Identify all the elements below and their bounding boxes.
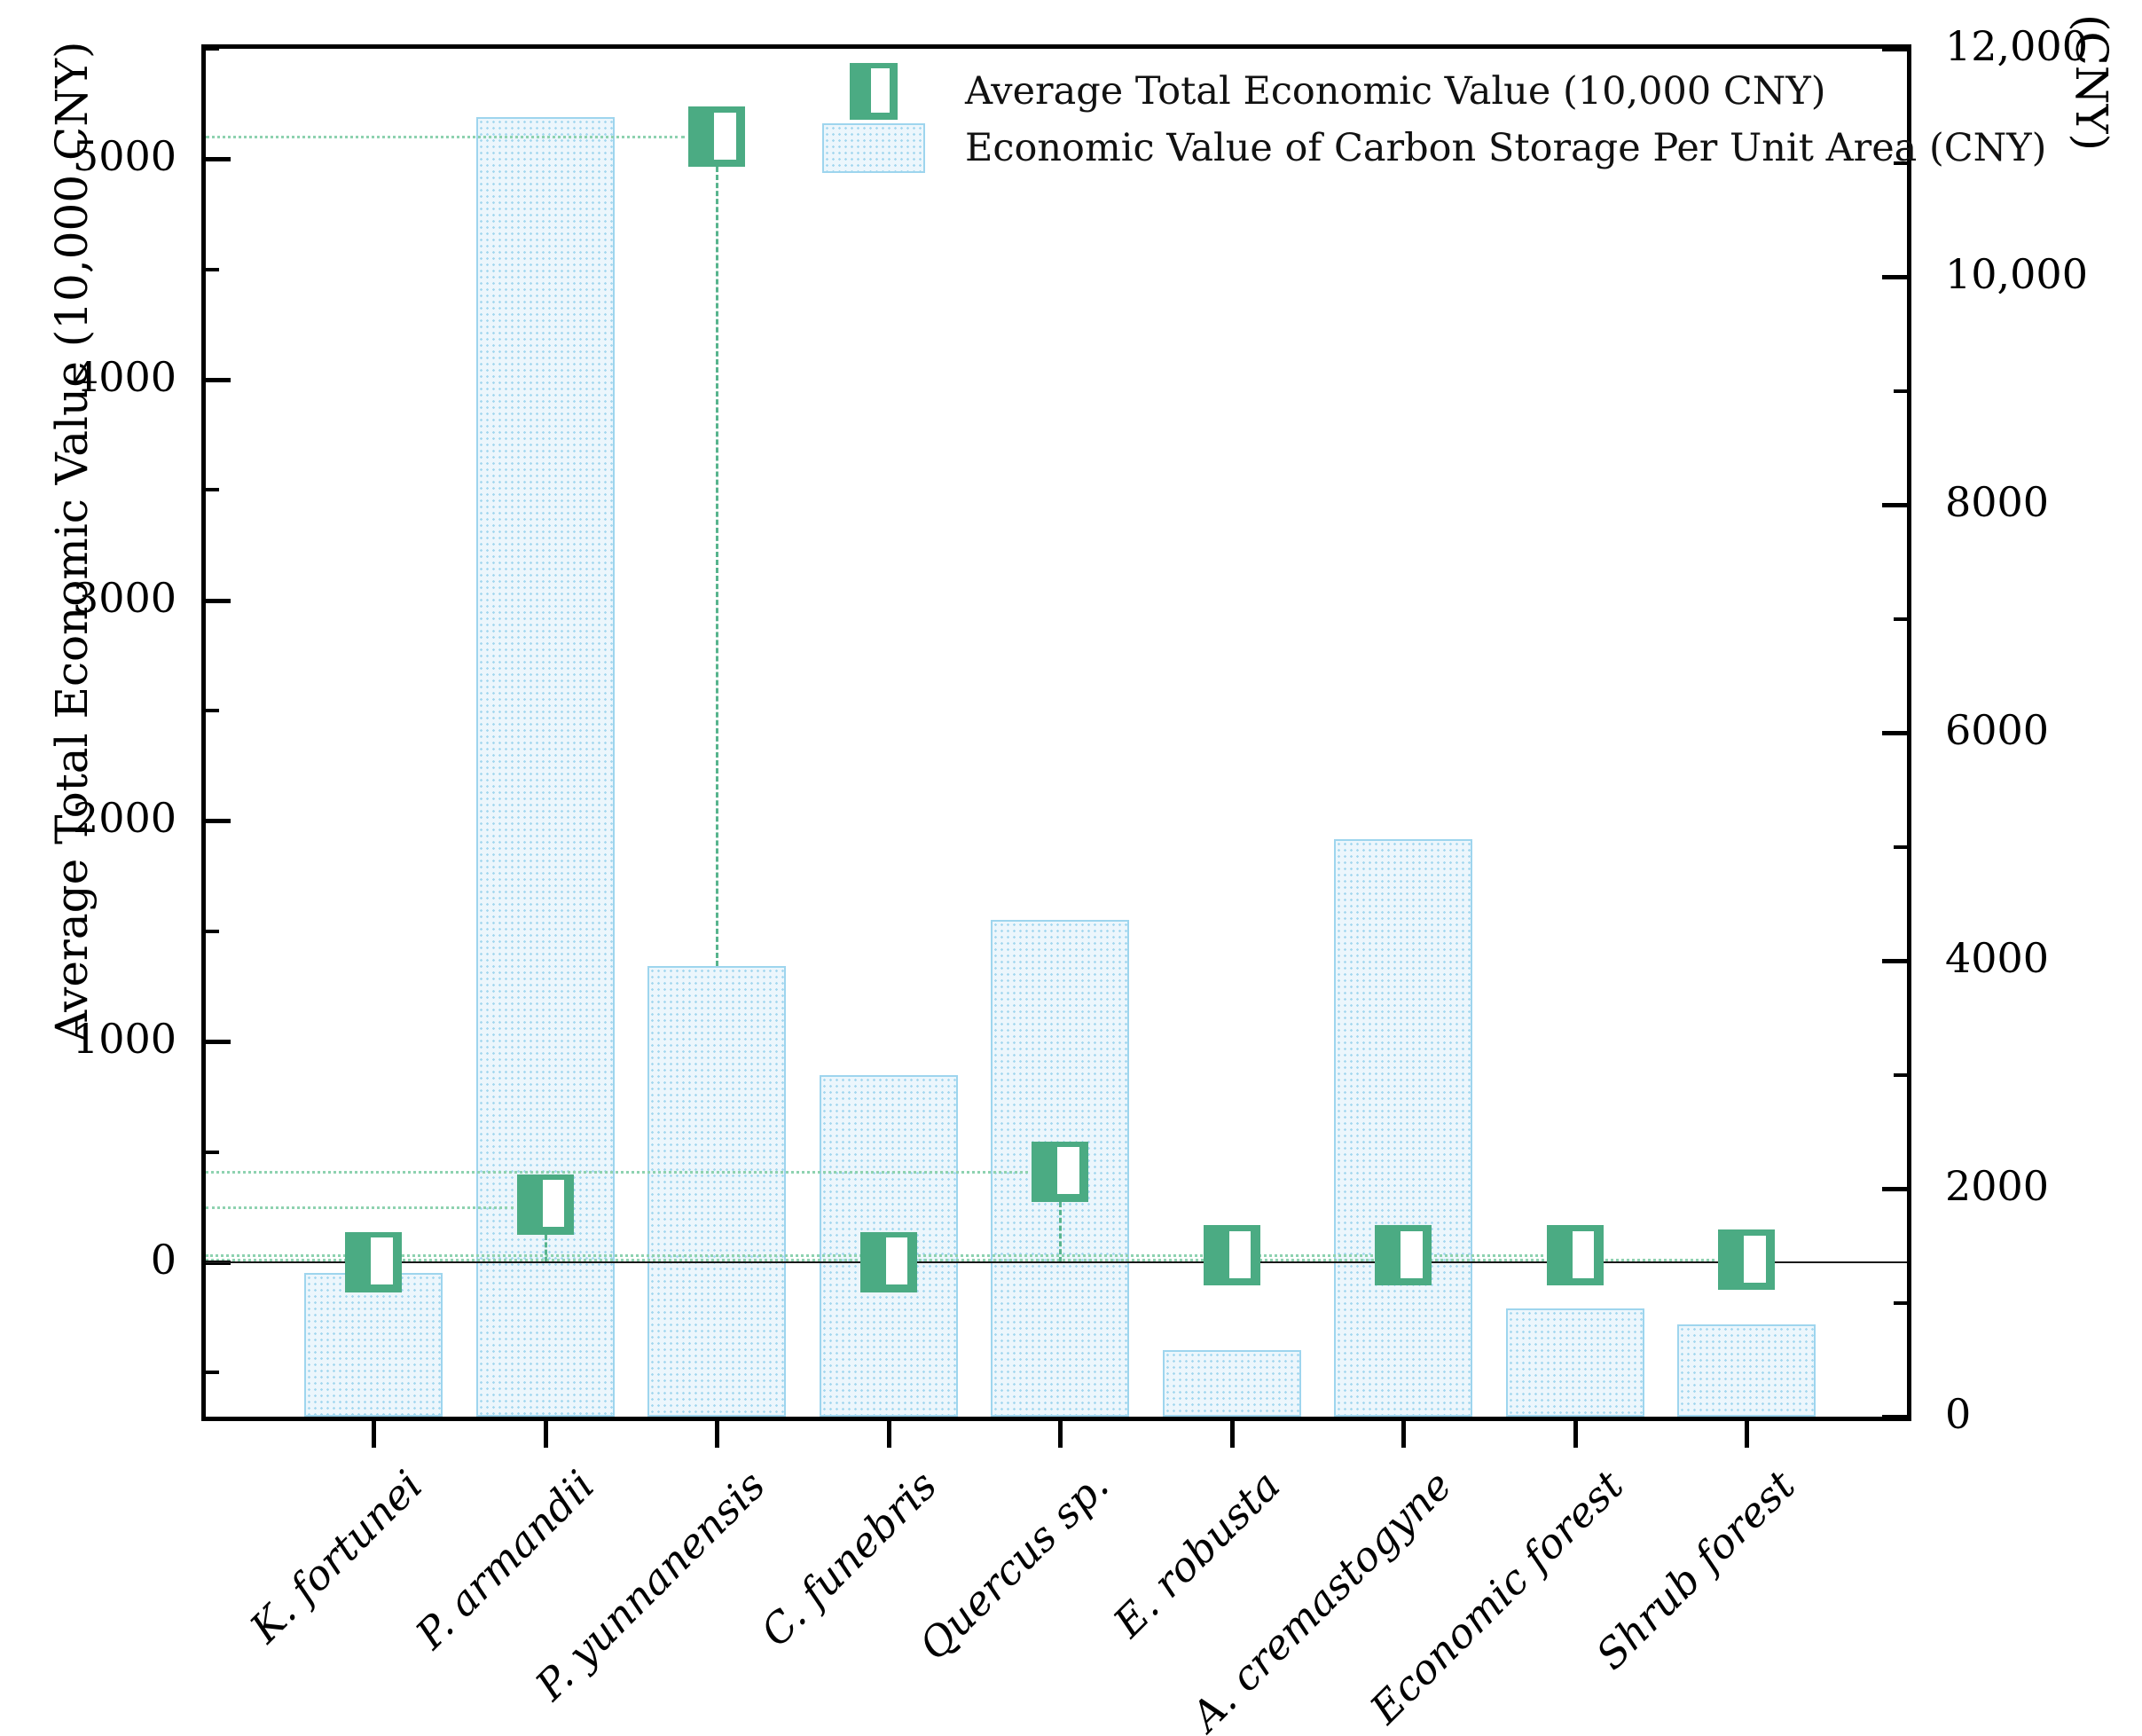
half-filled-square-icon bbox=[849, 63, 898, 120]
right-axis-minor-tick bbox=[1894, 1300, 1907, 1305]
zero-line bbox=[206, 1261, 1907, 1263]
legend-marker-swatch bbox=[804, 63, 942, 120]
right-axis-minor-tick bbox=[1894, 1072, 1907, 1077]
reference-line-dotted bbox=[206, 136, 685, 139]
right-axis-major-tick bbox=[1882, 47, 1907, 51]
left-axis-minor-tick bbox=[206, 47, 219, 51]
right-tick-label: 8000 bbox=[1945, 478, 2050, 526]
right-tick-label: 10,000 bbox=[1945, 250, 2088, 298]
x-tick-label-k-fortunei: K. fortunei bbox=[240, 1461, 432, 1653]
left-tick-label: 2000 bbox=[72, 794, 177, 843]
left-axis-minor-tick bbox=[206, 267, 219, 271]
legend: Average Total Economic Value (10,000 CNY… bbox=[804, 63, 2046, 177]
right-tick-label: 2000 bbox=[1945, 1162, 2050, 1210]
reference-line-dotted bbox=[206, 1170, 1028, 1174]
x-axis-tick bbox=[1745, 1421, 1749, 1448]
hatched-bar-icon bbox=[821, 123, 925, 173]
x-tick-label-p-armandii: P. armandii bbox=[405, 1461, 603, 1659]
right-axis-minor-tick bbox=[1894, 617, 1907, 621]
bar-p-armandii bbox=[475, 117, 615, 1417]
left-axis-title: Average Total Economic Value (10,000 CNY… bbox=[46, 41, 98, 1042]
plot-area: Average Total Economic Value (10,000 CNY… bbox=[201, 44, 2046, 1421]
legend-row: Economic Value of Carbon Storage Per Uni… bbox=[804, 120, 2046, 177]
right-axis-minor-tick bbox=[1894, 389, 1907, 393]
scatter-marker-e-robusta bbox=[1203, 1225, 1260, 1286]
left-axis-minor-tick bbox=[206, 1371, 219, 1375]
right-tick-label: 0 bbox=[1945, 1390, 1972, 1438]
drop-line-dashed bbox=[1059, 1201, 1062, 1262]
bar-e-robusta bbox=[1162, 1350, 1301, 1417]
scatter-marker-quercus-sp- bbox=[1032, 1141, 1088, 1202]
marker-window bbox=[542, 1180, 565, 1228]
right-axis-major-tick bbox=[1882, 1187, 1907, 1191]
right-axis-major-tick bbox=[1882, 275, 1907, 279]
bar-quercus-sp- bbox=[991, 919, 1129, 1417]
marker-window bbox=[871, 67, 890, 113]
marker-window bbox=[1572, 1230, 1595, 1278]
marker-window bbox=[1401, 1230, 1423, 1278]
x-axis-tick bbox=[1058, 1421, 1063, 1448]
marker-window bbox=[714, 112, 736, 160]
x-tick-label-e-robusta: E. robusta bbox=[1104, 1461, 1290, 1646]
left-tick-label: 5000 bbox=[72, 132, 177, 181]
right-axis-minor-tick bbox=[1894, 844, 1907, 849]
right-axis-minor-tick bbox=[1894, 161, 1907, 165]
scatter-marker-a-cremastogyne bbox=[1375, 1225, 1432, 1286]
marker-window bbox=[1744, 1235, 1766, 1283]
bar-economic-forest bbox=[1505, 1308, 1644, 1417]
marker-window bbox=[1057, 1147, 1079, 1195]
x-tick-label-c-funebris: C. funebris bbox=[751, 1461, 946, 1656]
bar-p-yunnanensis bbox=[647, 966, 786, 1417]
right-axis-title: Economic Value of Carbon Storage Per Uni… bbox=[2066, 0, 2117, 151]
left-axis-minor-tick bbox=[206, 709, 219, 713]
bar-k-fortunei bbox=[304, 1273, 443, 1417]
scatter-marker-p-yunnanensis bbox=[688, 106, 745, 168]
x-axis-tick bbox=[886, 1421, 891, 1448]
left-axis-major-tick bbox=[206, 378, 231, 383]
right-tick-label: 6000 bbox=[1945, 706, 2050, 754]
legend-label: Average Total Economic Value (10,000 CNY… bbox=[965, 69, 1826, 114]
x-axis-tick bbox=[1401, 1421, 1406, 1448]
legend-bar-swatch-icon bbox=[804, 123, 942, 173]
scatter-marker-economic-forest bbox=[1546, 1225, 1604, 1286]
bar-shrub-forest bbox=[1677, 1324, 1816, 1417]
right-axis-major-tick bbox=[1882, 959, 1907, 963]
left-axis-minor-tick bbox=[206, 929, 219, 933]
left-axis-major-tick bbox=[206, 598, 231, 603]
drop-line-dashed bbox=[716, 167, 718, 967]
left-axis-major-tick bbox=[206, 1040, 231, 1045]
left-tick-label: 1000 bbox=[72, 1015, 177, 1064]
right-axis-major-tick bbox=[1882, 1415, 1907, 1419]
left-axis-minor-tick bbox=[206, 488, 219, 492]
right-axis-major-tick bbox=[1882, 503, 1907, 507]
x-axis-tick bbox=[1573, 1421, 1578, 1448]
bar-a-cremastogyne bbox=[1334, 838, 1472, 1417]
x-axis-tick bbox=[1229, 1421, 1235, 1448]
left-axis-minor-tick bbox=[206, 1150, 219, 1154]
x-axis-tick bbox=[543, 1421, 548, 1448]
reference-line-dotted bbox=[206, 1206, 514, 1209]
scatter-marker-c-funebris bbox=[859, 1231, 917, 1292]
x-axis-tick bbox=[372, 1421, 376, 1448]
left-tick-label: 0 bbox=[150, 1235, 177, 1284]
scatter-marker-p-armandii bbox=[516, 1174, 574, 1236]
legend-row: Average Total Economic Value (10,000 CNY… bbox=[804, 63, 2046, 120]
left-axis-major-tick bbox=[206, 819, 231, 824]
x-axis-tick bbox=[715, 1421, 719, 1448]
right-axis-major-tick bbox=[1882, 731, 1907, 735]
right-tick-label: 12,000 bbox=[1945, 22, 2088, 70]
marker-window bbox=[371, 1237, 393, 1285]
scatter-marker-shrub-forest bbox=[1718, 1229, 1775, 1291]
reference-line-dotted bbox=[206, 1259, 1714, 1262]
drop-line-dashed bbox=[544, 1235, 547, 1262]
marker-window bbox=[1228, 1230, 1251, 1278]
legend-label: Economic Value of Carbon Storage Per Uni… bbox=[965, 126, 2047, 170]
left-tick-label: 3000 bbox=[72, 573, 177, 622]
right-tick-label: 4000 bbox=[1945, 934, 2050, 982]
marker-window bbox=[885, 1237, 908, 1285]
left-axis-major-tick bbox=[206, 157, 231, 162]
left-tick-label: 4000 bbox=[72, 353, 177, 402]
scatter-marker-k-fortunei bbox=[345, 1231, 402, 1292]
